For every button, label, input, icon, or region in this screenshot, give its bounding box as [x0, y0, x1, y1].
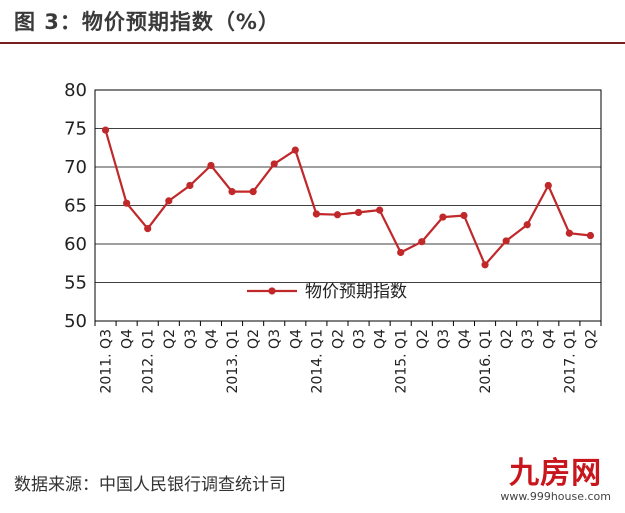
x-tick-label: Q4	[373, 329, 389, 349]
x-tick-label: Q4	[541, 329, 557, 349]
title-divider	[0, 42, 625, 44]
x-tick-label: Q2	[583, 329, 599, 349]
legend-label: 物价预期指数	[305, 282, 407, 302]
x-tick-label: 2012. Q1	[141, 329, 157, 393]
x-tick-label: 2013. Q1	[225, 329, 241, 393]
x-tick-label: Q3	[436, 329, 452, 349]
x-tick-label: Q4	[120, 329, 136, 349]
data-point	[544, 181, 552, 190]
legend-marker	[268, 287, 276, 295]
x-tick-label: Q2	[415, 329, 431, 349]
x-tick-label: Q4	[288, 329, 304, 349]
x-tick-label: 2011. Q3	[99, 329, 115, 393]
data-point	[565, 229, 573, 237]
data-point	[523, 221, 531, 229]
data-point	[144, 225, 152, 233]
chart-title: 图 3：物价预期指数（%）	[14, 10, 280, 34]
data-point	[228, 188, 236, 196]
site-watermark: 九房网 www.999house.com	[500, 456, 611, 504]
data-point	[397, 248, 405, 257]
data-point	[270, 160, 278, 168]
data-point	[333, 211, 342, 219]
data-point	[418, 238, 426, 246]
data-point	[207, 161, 215, 170]
data-point	[376, 206, 384, 214]
watermark-url: www.999house.com	[500, 490, 611, 503]
x-tick-label: Q2	[330, 329, 346, 349]
x-tick-label: Q2	[162, 329, 178, 349]
x-tick-label: Q4	[204, 329, 220, 349]
y-tick-label: 65	[64, 196, 87, 217]
data-point	[502, 237, 510, 245]
data-point	[165, 197, 173, 205]
x-tick-label: Q3	[520, 329, 536, 349]
data-point	[312, 210, 320, 218]
x-tick-label: Q3	[183, 329, 199, 349]
y-tick-label: 55	[64, 273, 87, 294]
x-tick-label: 2017. Q1	[562, 329, 578, 393]
x-tick-label: 2016. Q1	[478, 329, 494, 393]
x-tick-label: Q3	[267, 329, 283, 349]
data-point	[439, 213, 447, 221]
x-tick-label: Q3	[352, 329, 368, 349]
x-tick-label: Q2	[499, 329, 515, 349]
data-point	[123, 199, 131, 207]
x-tick-label: Q4	[457, 329, 473, 349]
series-line	[104, 129, 591, 267]
data-point	[354, 208, 363, 217]
y-tick-label: 70	[64, 157, 87, 178]
data-point	[186, 181, 194, 190]
data-point	[249, 188, 257, 196]
x-tick-label: 2015. Q1	[394, 329, 410, 393]
data-point	[481, 261, 489, 269]
y-tick-label: 75	[64, 119, 87, 140]
data-point	[291, 146, 299, 154]
y-tick-label: 50	[64, 311, 87, 332]
watermark-logo-text: 九房网	[509, 456, 603, 491]
y-tick-label: 80	[64, 80, 87, 101]
data-source-note: 数据来源：中国人民银行调查统计司	[14, 475, 286, 495]
x-tick-label: 2014. Q1	[309, 329, 325, 393]
data-point	[101, 126, 110, 134]
y-tick-label: 60	[64, 234, 87, 255]
x-tick-label: Q2	[246, 329, 262, 349]
data-point	[460, 211, 468, 220]
data-point	[586, 231, 595, 240]
